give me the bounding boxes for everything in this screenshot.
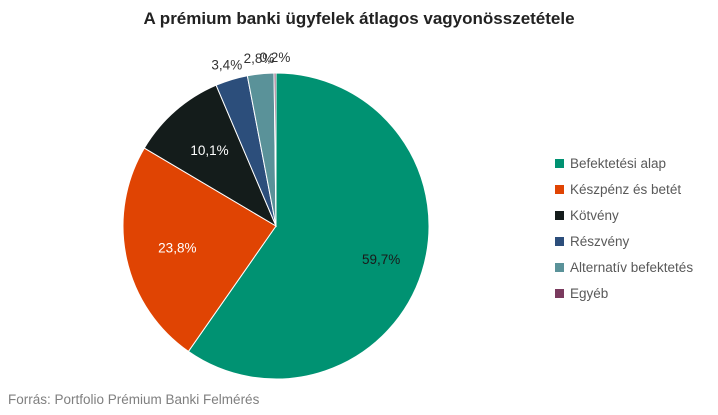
legend-label: Alternatív befektetés [570,259,694,275]
data-label-reszveny: 3,4% [211,57,242,72]
pie-slice-kotveny [143,84,278,228]
legend-item-befektetesi-alap: Befektetési alap [555,150,693,176]
legend-label: Kötvény [570,207,619,223]
legend-item-keszpenz-es-betet: Készpénz és betét [555,176,693,202]
legend-swatch [555,236,564,246]
pie-slice-keszpenz-es-betet [122,147,277,353]
legend-label: Készpénz és betét [570,181,682,197]
data-label-egyeb: 0,2% [260,50,291,65]
data-label-alternativ-befektetes: 2,8% [244,51,275,66]
data-label-keszpenz-es-betet: 23,8% [158,240,196,255]
legend-swatch [555,184,564,194]
legend-swatch [555,210,564,220]
legend-swatch [555,158,564,168]
chart-source: Forrás: Portfolio Prémium Banki Felmérés [8,392,260,407]
chart-title: A prémium banki ügyfelek átlagos vagyonö… [143,9,575,28]
legend-label: Egyéb [570,285,609,301]
pie-slice-befektetesi-alap [187,72,430,380]
data-label-befektetesi-alap: 59,7% [362,252,400,267]
legend-item-reszveny: Részvény [555,228,693,254]
legend-item-kotveny: Kötvény [555,202,693,228]
legend-item-egyeb: Egyéb [555,280,693,306]
legend-swatch [555,288,564,298]
data-label-kotveny: 10,1% [190,143,228,158]
legend-label: Befektetési alap [570,155,667,171]
legend-item-alternativ-befektetes: Alternatív befektetés [555,254,693,280]
pie-slice-egyeb [273,72,277,227]
legend-label: Részvény [570,233,630,249]
legend-swatch [555,262,564,272]
chart-legend: Befektetési alap Készpénz és betét Kötvé… [555,150,693,306]
